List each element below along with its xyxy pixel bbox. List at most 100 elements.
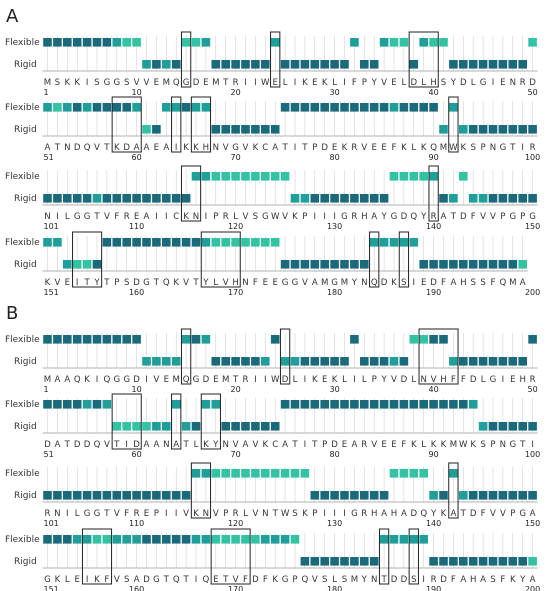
residue-letter: N	[193, 212, 199, 222]
residue-state-rigid	[449, 357, 458, 366]
residue-letter: V	[312, 575, 318, 585]
residue-letter: R	[243, 375, 249, 385]
residue-letter: I	[521, 143, 524, 153]
residue-state-rigid	[369, 491, 379, 500]
residue-state-rigid	[468, 357, 478, 366]
residue-state-rigid	[508, 260, 518, 269]
residue-state-rigid	[142, 422, 151, 431]
residue-state-rigid	[508, 357, 518, 366]
residue-state-rigid	[211, 60, 221, 69]
residue-state-rigid	[360, 60, 369, 69]
residue-state-flexible	[231, 238, 240, 247]
residue-letter: R	[530, 375, 536, 385]
residue-state-rigid	[231, 357, 240, 366]
residue-letter: L	[471, 78, 476, 88]
residue-state-rigid	[518, 357, 527, 366]
residue-letter: H	[371, 509, 377, 519]
residue-letter: M	[222, 375, 229, 385]
residue-letter: V	[252, 509, 258, 519]
position-tick-label: 10	[132, 385, 142, 394]
residue-letter: E	[144, 509, 149, 519]
residue-state-rigid	[181, 491, 191, 500]
residue-state-flexible	[132, 38, 141, 47]
residue-letter: I	[165, 509, 168, 519]
residue-letter: R	[233, 509, 239, 519]
residue-state-rigid	[330, 60, 339, 69]
residue-highlight-box	[171, 393, 182, 450]
residue-state-flexible	[112, 38, 122, 47]
residue-state-rigid	[488, 357, 498, 366]
residue-highlight-box	[111, 393, 142, 450]
residue-letter: K	[411, 440, 417, 450]
residue-letter: K	[272, 575, 278, 585]
residue-state-rigid	[518, 194, 527, 203]
residue-letter: V	[361, 143, 367, 153]
residue-letter: N	[490, 143, 496, 153]
residue-highlight-box	[398, 231, 410, 288]
residue-state-rigid	[369, 357, 379, 366]
flexible-label: Flexible	[5, 103, 40, 113]
residue-letter: T	[519, 440, 526, 450]
residue-letter: T	[301, 143, 308, 153]
residue-state-rigid	[449, 60, 458, 69]
residue-state-rigid	[498, 491, 508, 500]
residue-letter: D	[133, 375, 140, 385]
residue-letter: S	[124, 78, 129, 88]
residue-letter: T	[54, 143, 61, 153]
residue-letter: A	[54, 440, 60, 450]
residue-letter: V	[302, 278, 308, 288]
residue-state-flexible	[211, 469, 221, 478]
residue-state-flexible	[409, 400, 419, 409]
residue-letter: G	[500, 143, 507, 153]
residue-state-rigid	[459, 60, 468, 69]
residue-state-flexible	[241, 535, 250, 544]
residue-state-rigid	[508, 60, 518, 69]
residue-state-rigid	[340, 557, 349, 566]
residue-highlight-box	[378, 528, 390, 585]
residue-letter: I	[76, 278, 79, 288]
residue-letter: N	[242, 278, 248, 288]
residue-letter: T	[93, 212, 100, 222]
residue-letter: A	[312, 278, 318, 288]
residue-letter: I	[165, 212, 168, 222]
residue-state-rigid	[330, 194, 339, 203]
residue-letter: G	[490, 375, 497, 385]
residue-highlight-box	[408, 31, 439, 88]
residue-letter: K	[114, 143, 120, 153]
residue-highlight-box	[190, 96, 212, 153]
position-tick-label: 90	[429, 450, 439, 459]
residue-letter: F	[451, 575, 456, 585]
residue-highlight-box	[180, 328, 192, 385]
panel-label: A	[6, 6, 19, 27]
residue-state-flexible	[211, 535, 221, 544]
residue-state-flexible	[429, 335, 438, 344]
residue-letter: S	[401, 278, 406, 288]
residue-state-rigid	[488, 260, 498, 269]
residue-letter: F	[471, 212, 476, 222]
residue-state-flexible	[429, 400, 438, 409]
residue-state-flexible	[419, 400, 428, 409]
residue-highlight-box	[210, 528, 251, 585]
residue-state-flexible	[92, 400, 102, 409]
residue-letter: D	[391, 575, 398, 585]
residue-letter: C	[262, 143, 268, 153]
residue-state-rigid	[162, 357, 171, 366]
residue-state-flexible	[82, 38, 92, 47]
residue-letter: Y	[420, 212, 427, 222]
residue-letter: T	[450, 212, 457, 222]
position-tick-label: 110	[129, 519, 144, 528]
residue-letter: L	[421, 440, 426, 450]
residue-state-flexible	[82, 400, 92, 409]
residue-state-flexible	[468, 400, 478, 409]
residue-state-rigid	[320, 260, 329, 269]
position-tick-label: 150	[525, 519, 540, 528]
residue-letter: L	[332, 575, 337, 585]
residue-state-rigid	[518, 557, 527, 566]
residue-letter: D	[123, 143, 130, 153]
residue-letter: P	[481, 143, 486, 153]
residue-state-rigid	[270, 125, 280, 134]
residue-letter: I	[254, 375, 257, 385]
position-tick-label: 110	[129, 222, 144, 231]
